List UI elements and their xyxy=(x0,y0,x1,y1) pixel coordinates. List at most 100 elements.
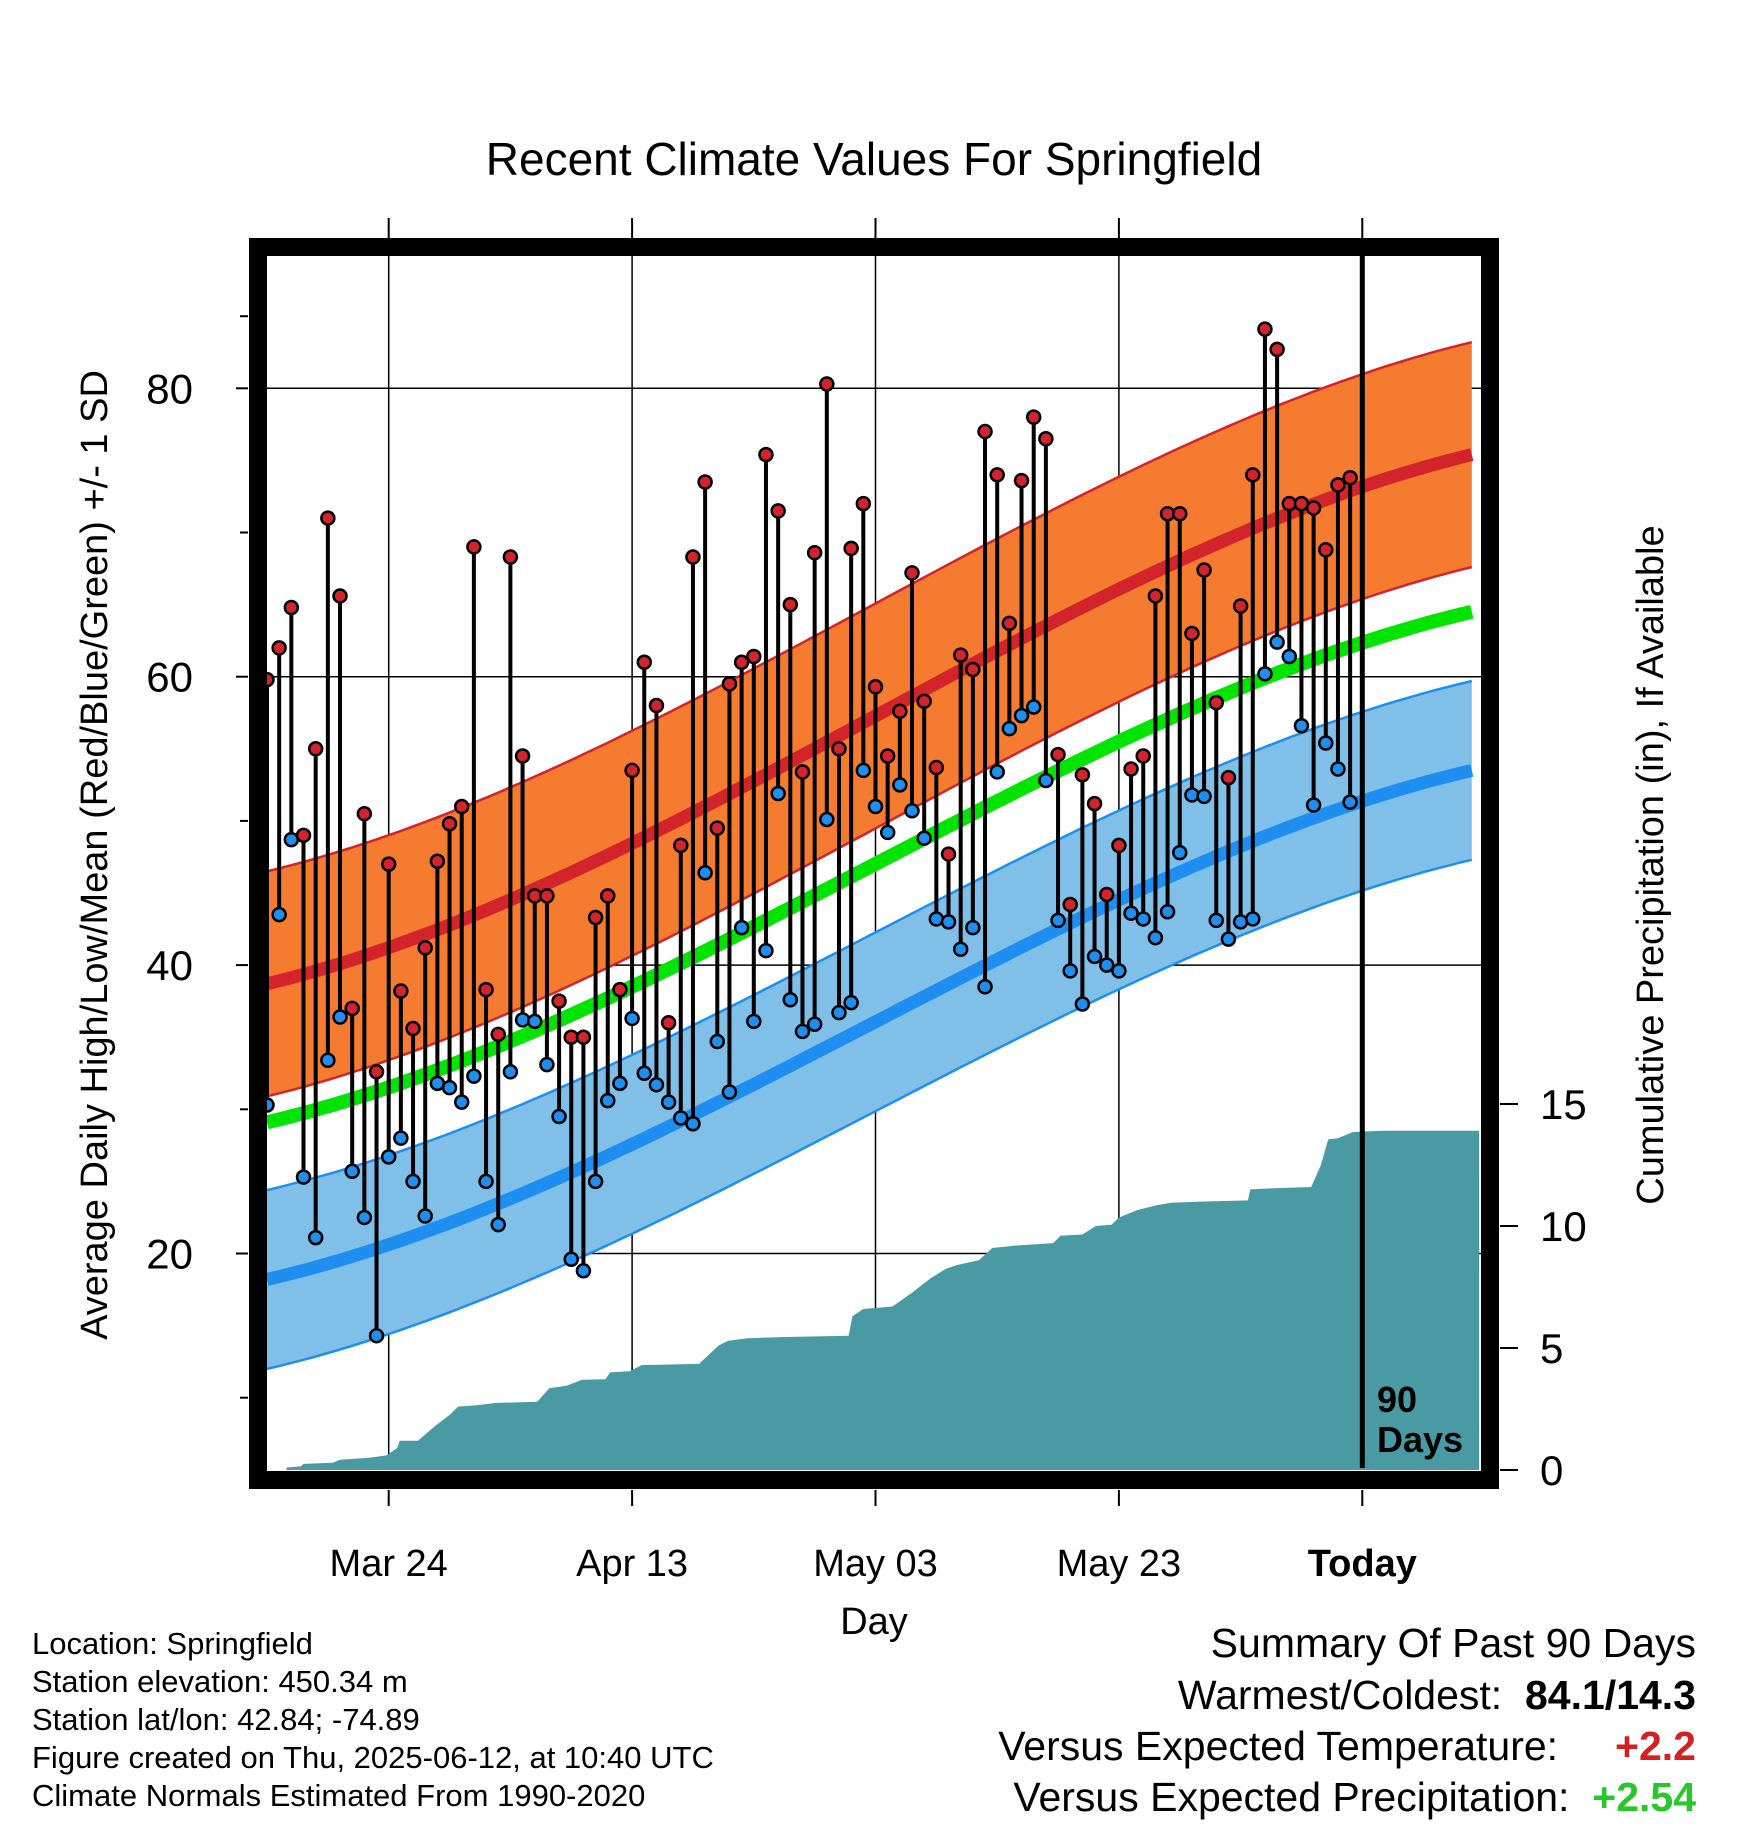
daily-high-point xyxy=(405,1020,421,1037)
daily-high-point xyxy=(551,993,567,1009)
daily-high-point xyxy=(770,503,786,519)
x-tick-label: May 03 xyxy=(813,1543,938,1585)
x-tick-label: Apr 13 xyxy=(576,1543,688,1585)
daily-low-point xyxy=(1232,914,1249,930)
daily-low-point xyxy=(1074,996,1091,1012)
precip-row: Versus Expected Precipitation: +2.54 xyxy=(1013,1774,1696,1821)
y-tick-label: 60 xyxy=(146,654,193,701)
precip-area xyxy=(286,1130,1480,1470)
daily-high-point xyxy=(1135,748,1151,764)
daily-low-point xyxy=(1025,699,1042,715)
daily-high-point xyxy=(1342,469,1358,486)
daily-high-point xyxy=(758,446,774,463)
daily-low-point xyxy=(1196,788,1212,805)
daily-high-point xyxy=(746,648,762,665)
daily-high-point xyxy=(1123,761,1139,777)
daily-high-point xyxy=(673,837,689,854)
daily-low-point xyxy=(685,1115,701,1132)
daily-low-point xyxy=(794,1023,811,1040)
daily-high-point xyxy=(977,423,993,440)
daily-low-point xyxy=(1257,666,1273,682)
daily-high-point xyxy=(1172,506,1188,522)
daily-low-point xyxy=(1038,772,1054,789)
temp-row: Versus Expected Temperature: +2.2 xyxy=(998,1723,1696,1770)
summary-heading: Summary Of Past 90 Days xyxy=(1210,1620,1696,1666)
daily-low-point xyxy=(806,1016,823,1032)
daily-low-point xyxy=(697,865,713,881)
daily-low-point xyxy=(928,911,945,927)
daily-high-point xyxy=(1232,598,1249,614)
today-marker-label: 90 Days xyxy=(1377,1379,1463,1460)
warm-cold-row: Warmest/Coldest: 84.1/14.3 xyxy=(1178,1672,1696,1719)
daily-low-point xyxy=(1184,787,1200,803)
daily-high-point xyxy=(965,661,981,678)
daily-low-point xyxy=(1135,911,1151,927)
cumulative-precipitation-area xyxy=(286,1130,1480,1470)
daily-low-point xyxy=(490,1216,506,1233)
daily-high-point xyxy=(441,816,458,832)
temp-value: +2.2 xyxy=(1615,1723,1696,1769)
daily-high-point xyxy=(393,983,409,999)
daily-low-point xyxy=(952,941,969,957)
daily-low-point xyxy=(356,1209,373,1226)
daily-low-point xyxy=(1147,929,1164,946)
warm-cold-value: 84.1/14.3 xyxy=(1525,1672,1696,1718)
daily-low-point xyxy=(758,942,774,959)
daily-low-point xyxy=(575,1263,592,1279)
daily-low-point xyxy=(721,1084,738,1100)
daily-high-point xyxy=(1257,321,1273,337)
daily-high-point xyxy=(1086,795,1103,812)
x-tick-label: May 23 xyxy=(1057,1543,1182,1585)
daily-low-point xyxy=(1208,912,1225,929)
normal-high-lower-edge xyxy=(266,565,1473,1098)
daily-high-point xyxy=(283,599,300,616)
daily-high-point xyxy=(721,676,738,692)
temp-label: Versus Expected Temperature: xyxy=(998,1723,1559,1769)
y2-tick-label: 5 xyxy=(1540,1325,1563,1372)
normal-low-lower-edge xyxy=(266,858,1473,1371)
daily-high-point xyxy=(624,762,640,779)
daily-low-point xyxy=(977,978,993,995)
daily-low-point xyxy=(453,1094,470,1110)
daily-low-point xyxy=(1111,963,1127,979)
daily-high-point xyxy=(636,654,653,671)
daily-low-point xyxy=(551,1108,567,1125)
daily-high-point xyxy=(648,697,665,714)
daily-range-bars xyxy=(265,329,1353,1336)
daily-low-point xyxy=(514,1012,531,1028)
daily-low-point xyxy=(1245,911,1261,927)
x-tick-label: Today xyxy=(1308,1543,1417,1585)
daily-high-point xyxy=(709,820,726,836)
normal-high-mean-line xyxy=(265,448,1474,991)
daily-high-point xyxy=(271,640,287,656)
daily-high-point xyxy=(1050,746,1066,763)
daily-low-point xyxy=(709,1033,726,1050)
daily-low-point xyxy=(624,1010,640,1027)
daily-low-point xyxy=(1098,957,1115,973)
daily-low-point xyxy=(660,1094,677,1110)
daily-high-point xyxy=(843,540,859,557)
plot-frame xyxy=(249,238,1499,1489)
daily-high-point xyxy=(332,588,348,604)
daily-low-point xyxy=(1305,797,1322,813)
y2-axis-label: Cumulative Precipitation (in), If Availa… xyxy=(1630,525,1672,1204)
daily-low-point xyxy=(1342,794,1358,810)
daily-high-point xyxy=(466,539,482,555)
daily-low-point xyxy=(1330,761,1346,777)
daily-high-point xyxy=(1038,431,1054,447)
daily-low-point xyxy=(916,830,932,846)
daily-high-point xyxy=(453,798,470,815)
daily-low-point xyxy=(867,798,884,815)
daily-high-point xyxy=(733,654,750,671)
daily-low-point xyxy=(526,1013,543,1030)
daily-low-point xyxy=(466,1068,482,1084)
daily-high-point xyxy=(952,647,969,663)
daily-high-point xyxy=(1025,409,1042,425)
y2-tick-label: 0 xyxy=(1540,1447,1563,1494)
daily-low-point xyxy=(843,994,859,1011)
daily-low-point xyxy=(344,1163,360,1180)
daily-high-point xyxy=(1305,500,1322,516)
daily-high-point xyxy=(928,759,945,776)
daily-high-point xyxy=(539,888,555,904)
